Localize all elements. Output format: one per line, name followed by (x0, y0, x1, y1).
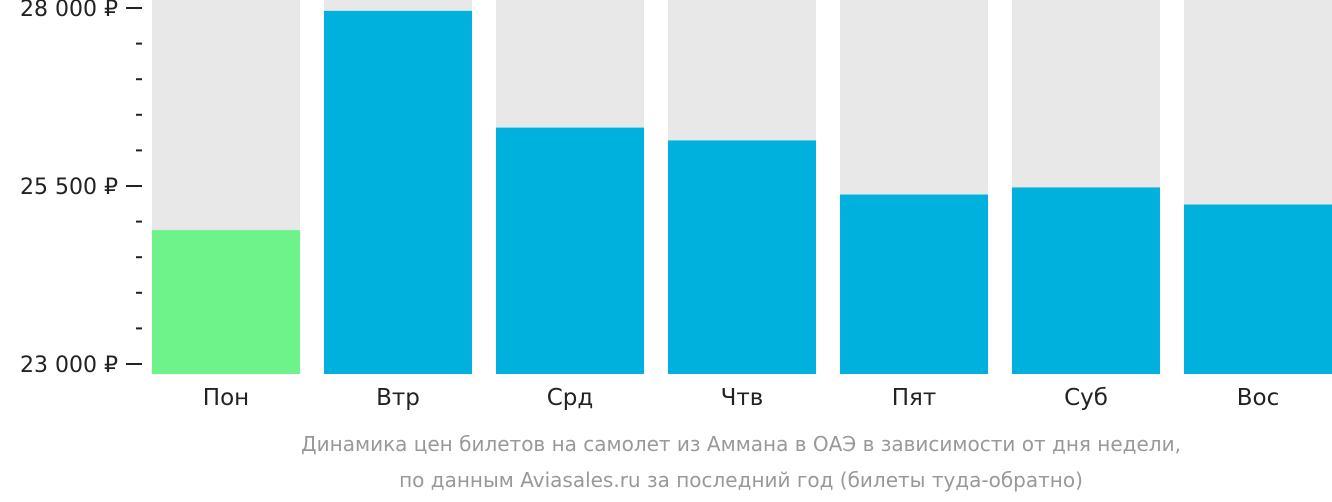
y-tick-label: 28 000 ₽ (20, 0, 118, 22)
chart-caption-line-2: по данным Aviasales.ru за последний год … (399, 468, 1083, 492)
bar-3 (496, 127, 644, 374)
x-tick-label: Пон (203, 385, 249, 411)
x-tick-label: Чтв (721, 385, 764, 411)
bar-5 (840, 194, 988, 374)
bars (152, 10, 1332, 375)
x-axis-labels: Пон Втр Срд Чтв Пят Суб Вос (203, 385, 1279, 411)
x-tick-label: Срд (547, 385, 594, 411)
y-axis: 23 000 ₽ 25 500 ₽ 28 000 ₽ (20, 0, 142, 378)
x-tick-label: Втр (376, 385, 420, 411)
x-tick-label: Суб (1064, 385, 1108, 411)
y-tick-label: 23 000 ₽ (20, 353, 118, 378)
bar-2 (324, 10, 472, 375)
chart-caption-line-1: Динамика цен билетов на самолет из Амман… (301, 432, 1181, 456)
bar-4 (668, 140, 816, 374)
bar-7 (1184, 204, 1332, 374)
bar-6 (1012, 187, 1160, 374)
bar-1 (152, 230, 300, 374)
x-tick-label: Вос (1237, 385, 1280, 411)
x-tick-label: Пят (892, 385, 937, 411)
y-tick-label: 25 500 ₽ (20, 175, 118, 200)
